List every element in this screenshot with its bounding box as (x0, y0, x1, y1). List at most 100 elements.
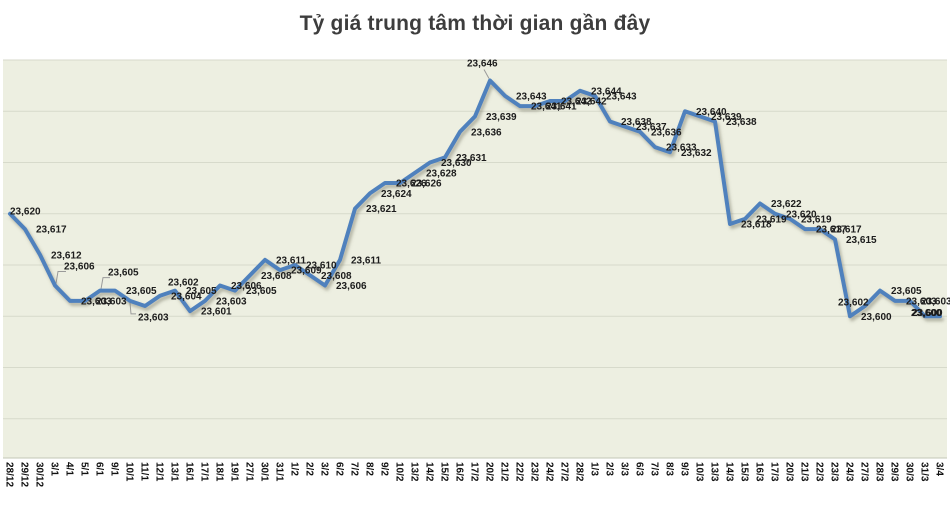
x-axis-label: 12/1 (154, 462, 165, 482)
data-point-label: 23,606 (231, 281, 262, 292)
x-axis-label: 13/1 (169, 462, 180, 482)
x-axis-label: 22/2 (514, 462, 525, 482)
data-point-label: 23,628 (426, 168, 457, 179)
x-axis-label: 23/2 (529, 462, 540, 482)
x-axis-label: 27/2 (559, 462, 570, 482)
data-point-label: 23,626 (396, 179, 427, 190)
x-axis-label: 17/1 (199, 462, 210, 482)
x-axis-label: 30/12 (34, 462, 45, 487)
data-point-label: 23,637 (636, 122, 667, 133)
x-axis-label: 21/2 (499, 462, 510, 482)
x-axis-label: 10/3 (694, 462, 705, 482)
x-axis-label: 9/1 (109, 462, 120, 476)
data-point-label: 23,602 (168, 278, 199, 289)
x-axis-label: 24/3 (844, 462, 855, 482)
data-point-label: 23,605 (246, 286, 277, 297)
x-axis-label: 31/1 (274, 462, 285, 482)
x-axis-label: 16/1 (184, 462, 195, 482)
data-point-label: 23,643 (516, 91, 547, 102)
x-axis-label: 10/1 (124, 462, 135, 482)
data-point-label: 23,606 (336, 281, 367, 292)
data-point-label: 23,619 (756, 214, 787, 225)
data-point-label: 23,605 (891, 286, 922, 297)
x-axis-label: 9/2 (379, 462, 390, 476)
data-point-label: 23,642 (576, 97, 607, 108)
x-axis-label: 28/12 (4, 462, 15, 487)
data-point-label: 23,644 (591, 86, 622, 97)
data-point-label: 23,603 (138, 312, 169, 323)
data-point-label: 23,639 (711, 112, 742, 123)
data-point-label: 23,600 (861, 312, 892, 323)
data-point-label: 23,622 (771, 199, 802, 210)
data-point-label: 23,621 (366, 204, 397, 215)
x-axis-label: 15/3 (739, 462, 750, 482)
data-point-label: 23,602 (838, 298, 869, 309)
label-leader-line (129, 302, 136, 315)
x-axis-label: 5/1 (79, 462, 90, 476)
x-axis-label: 3/4 (934, 462, 945, 476)
x-axis-label: 4/1 (64, 462, 75, 476)
x-axis-label: 16/3 (754, 462, 765, 482)
data-point-label: 23,618 (741, 220, 772, 231)
x-axis-label: 14/3 (724, 462, 735, 482)
x-axis-label: 3/2 (319, 462, 330, 476)
x-axis-label: 6/1 (94, 462, 105, 476)
data-point-label: 23,639 (486, 112, 517, 123)
x-axis-label: 22/3 (814, 462, 825, 482)
data-point-label: 23,603 (81, 296, 112, 307)
x-axis-label: 17/3 (769, 462, 780, 482)
x-axis-label: 1/3 (589, 462, 600, 476)
data-point-label: 23,615 (846, 235, 877, 246)
data-point-label: 23,611 (351, 255, 381, 266)
x-axis-label: 11/1 (139, 462, 150, 481)
x-axis-label: 16/2 (454, 462, 465, 482)
x-axis-label: 19/1 (229, 462, 240, 482)
x-axis-label: 15/2 (439, 462, 450, 482)
data-point-label: 23,626 (411, 179, 442, 190)
data-point-label: 23,643 (606, 91, 637, 102)
label-leader-line (483, 69, 490, 79)
data-point-label: 23,608 (321, 271, 352, 282)
data-point-label: 23,608 (261, 271, 292, 282)
data-point-label: 23,636 (651, 127, 682, 138)
x-axis-label: 7/3 (649, 462, 660, 476)
data-point-label: 23,603 (96, 296, 127, 307)
x-axis-label: 20/3 (784, 462, 795, 482)
x-axis-label: 7/2 (349, 462, 360, 476)
x-axis-label: 27/3 (859, 462, 870, 482)
data-point-label: 23,620 (786, 209, 817, 220)
x-axis-label: 13/2 (409, 462, 420, 482)
data-point-label: 23,609 (291, 266, 322, 277)
x-axis-label: 8/2 (364, 462, 375, 476)
data-point-label: 23,617 (816, 225, 847, 236)
x-axis-label: 29/3 (889, 462, 900, 482)
data-point-label: 23,631 (456, 153, 487, 164)
x-axis-label: 31/3 (919, 462, 930, 482)
data-point-label: 23,642 (561, 97, 592, 108)
data-point-label: 23,605 (108, 268, 139, 279)
data-point-label: 23,612 (51, 250, 82, 261)
data-point-label: 23,636 (471, 127, 502, 138)
data-point-label: 23,603 (921, 296, 950, 307)
data-point-label: 23,646 (467, 59, 498, 70)
data-point-label: 23,605 (126, 286, 157, 297)
data-point-label: 23,603 (216, 296, 247, 307)
data-point-label: 23,641 (546, 102, 577, 113)
x-axis-label: 29/12 (19, 462, 30, 487)
data-point-label: 23,610 (306, 261, 337, 272)
data-point-label: 23,632 (681, 148, 712, 159)
x-axis-label: 3/3 (619, 462, 630, 476)
data-point-label: 23,606 (64, 262, 95, 273)
x-axis-label: 6/2 (334, 462, 345, 476)
x-axis-label: 24/2 (544, 462, 555, 482)
data-point-label: 23,620 (10, 206, 41, 217)
x-axis-label: 23/3 (829, 462, 840, 482)
x-axis-label: 2/3 (604, 462, 615, 476)
plot-area (3, 60, 947, 458)
x-axis-label: 3/1 (49, 462, 60, 476)
x-axis-label: 17/2 (469, 462, 480, 482)
data-point-label: 23,638 (726, 117, 757, 128)
data-point-label: 23,619 (801, 214, 832, 225)
data-point-label: 23,640 (696, 107, 727, 118)
